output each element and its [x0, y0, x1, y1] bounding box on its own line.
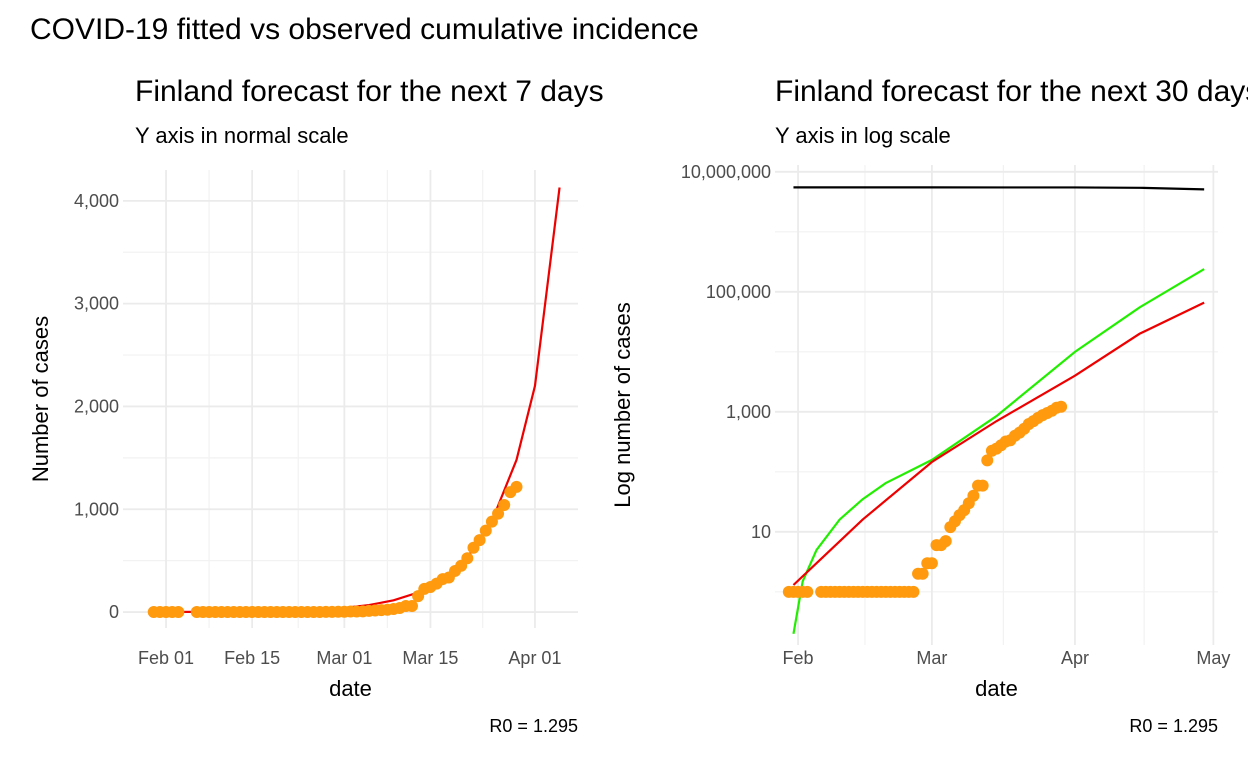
- y-axis-label: Number of cases: [28, 316, 53, 482]
- y-tick-label: 1,000: [74, 499, 119, 519]
- observed-point: [473, 534, 486, 547]
- observed-point: [1055, 400, 1068, 413]
- observed-point: [801, 585, 814, 598]
- x-tick-label: Feb 15: [224, 648, 280, 668]
- x-axis-label: date: [975, 676, 1018, 701]
- observed-point: [939, 535, 952, 548]
- observed-point: [976, 479, 989, 492]
- chart-subtitle: Y axis in normal scale: [135, 123, 349, 148]
- y-tick-label: 3,000: [74, 294, 119, 314]
- figure-title: COVID-19 fitted vs observed cumulative i…: [30, 13, 699, 46]
- x-tick-label: Feb: [783, 648, 814, 668]
- chart-subtitle: Y axis in log scale: [775, 123, 951, 148]
- y-tick-label: 100,000: [706, 282, 771, 302]
- fitted-line: [793, 186, 1205, 191]
- observed-point: [907, 585, 920, 598]
- chart-title: Finland forecast for the next 30 days: [775, 75, 1248, 108]
- caption: R0 = 1.295: [1129, 716, 1218, 736]
- x-tick-label: Feb 01: [138, 648, 194, 668]
- y-tick-label: 4,000: [74, 191, 119, 211]
- observed-point: [510, 480, 523, 493]
- x-axis-label: date: [329, 676, 372, 701]
- observed-point: [479, 524, 492, 537]
- observed-point: [981, 454, 994, 467]
- y-tick-label: 10,000,000: [681, 162, 771, 182]
- observed-point: [498, 499, 511, 512]
- y-tick-label: 10: [751, 522, 771, 542]
- chart-title: Finland forecast for the next 7 days: [135, 75, 604, 108]
- x-tick-label: Apr: [1061, 648, 1089, 668]
- observed-point: [172, 605, 185, 618]
- observed-point: [405, 599, 418, 612]
- fitted-line: [792, 268, 1205, 634]
- observed-point: [492, 507, 505, 520]
- observed-point: [916, 567, 929, 580]
- observed-point: [461, 552, 474, 565]
- y-tick-label: 2,000: [74, 396, 119, 416]
- y-tick-label: 0: [109, 602, 119, 622]
- observed-point: [967, 489, 980, 502]
- observed-point: [925, 557, 938, 570]
- y-axis-label: Log number of cases: [610, 302, 635, 507]
- x-tick-label: Apr 01: [508, 648, 561, 668]
- caption: R0 = 1.295: [489, 716, 578, 736]
- x-tick-label: Mar 01: [316, 648, 372, 668]
- plot-area: [147, 187, 561, 618]
- fitted-line: [792, 301, 1205, 586]
- x-tick-label: Mar: [916, 648, 947, 668]
- y-tick-label: 1,000: [726, 402, 771, 422]
- x-tick-label: May: [1196, 648, 1230, 668]
- plot-area: [782, 186, 1205, 634]
- x-tick-label: Mar 15: [402, 648, 458, 668]
